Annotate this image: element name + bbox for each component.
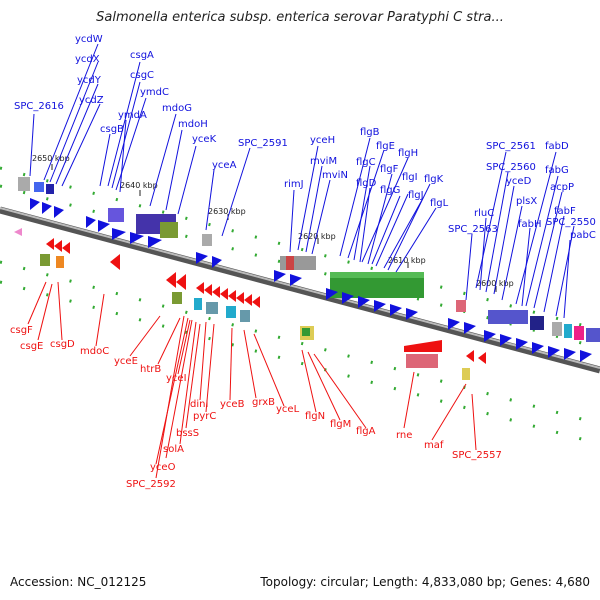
gene-label-rne: rne — [396, 430, 412, 441]
reverse-connectors — [27, 281, 477, 479]
gene-label-ymdA: ymdA — [118, 110, 147, 121]
tick-label-2630: 2630 kbp — [208, 207, 246, 216]
gene-label-flgN: flgN — [305, 411, 325, 422]
forward-features — [18, 177, 600, 362]
gene-label-yceE: yceE — [114, 356, 138, 367]
gene-label-csgE: csgE — [20, 341, 43, 352]
gene-label-flgM: flgM — [330, 419, 351, 430]
gene-label-ycdZ: ycdZ — [79, 95, 104, 106]
gene-label-acpP: acpP — [550, 182, 574, 193]
gene-label-mdoC: mdoC — [80, 346, 109, 357]
gene-label-yceK: yceK — [192, 134, 217, 145]
gene-label-pyrC: pyrC — [193, 411, 216, 422]
gene-label-flgI: flgI — [402, 172, 418, 183]
gene-label-flgJ: flgJ — [408, 190, 424, 201]
gene-label-ycdY: ycdY — [77, 75, 102, 86]
gene-label-plsX: plsX — [516, 196, 537, 207]
gene-label-SPC_2591: SPC_2591 — [238, 138, 288, 149]
gene-label-fabF: fabF — [554, 206, 576, 217]
gene-label-ycdX: ycdX — [75, 54, 100, 65]
gene-label-yceL: yceL — [276, 404, 300, 415]
gene-label-flgH: flgH — [398, 148, 418, 159]
gene-label-SPC_2563: SPC_2563 — [448, 224, 498, 235]
topology-text: Topology: circular; Length: 4,833,080 bp… — [260, 575, 590, 589]
accession-text: Accession: NC_012125 — [10, 575, 147, 589]
gene-label-flgD: flgD — [356, 178, 377, 189]
gene-label-flgG: flgG — [380, 185, 400, 196]
gene-label-yceD: yceD — [506, 176, 532, 187]
gene-label-SPC_2550: SPC_2550 — [546, 217, 596, 228]
reverse-features — [14, 228, 486, 380]
gene-label-htrB: htrB — [140, 364, 161, 375]
kbp-ticks: 2650 kbp 2640 kbp 2630 kbp 2620 kbp 2610… — [32, 154, 514, 292]
gene-label-SPC_2560: SPC_2560 — [486, 162, 536, 173]
forward-connectors — [29, 43, 575, 319]
gene-label-solA: solA — [163, 444, 184, 455]
map-title: Salmonella enterica subsp. enterica sero… — [96, 10, 504, 25]
tick-label-2640: 2640 kbp — [120, 181, 158, 190]
gene-label-mdoH: mdoH — [178, 119, 208, 130]
gene-label-ymdC: ymdC — [140, 87, 169, 98]
tick-label-2600: 2600 kbp — [476, 279, 514, 288]
gene-label-fabG: fabG — [545, 165, 569, 176]
reverse-labels: csgF csgE csgD mdoC yceE htrB yceI dinI … — [10, 325, 502, 490]
tick-label-2620: 2620 kbp — [298, 232, 336, 241]
gene-label-SPC_2561: SPC_2561 — [486, 141, 536, 152]
gene-label-mviN: mviN — [322, 170, 348, 181]
gene-label-csgB: csgB — [100, 124, 124, 135]
gene-label-yceI: yceI — [166, 373, 187, 384]
gene-label-rimJ: rimJ — [284, 179, 304, 190]
gene-label-flgA: flgA — [356, 426, 376, 437]
gene-label-fabH: fabH — [518, 219, 542, 230]
gene-label-csgC: csgC — [130, 70, 154, 81]
gene-label-mdoG: mdoG — [162, 103, 192, 114]
gene-label-csgA: csgA — [130, 50, 154, 61]
gene-label-grxB: grxB — [252, 397, 275, 408]
gene-label-SPC_2557: SPC_2557 — [452, 450, 502, 461]
gene-label-mviM: mviM — [310, 156, 337, 167]
gene-label-flgB: flgB — [360, 127, 380, 138]
gene-label-fabD: fabD — [545, 141, 569, 152]
gene-label-flgK: flgK — [424, 174, 444, 185]
gene-label-csgD: csgD — [50, 339, 75, 350]
gene-label-maf: maf — [424, 440, 444, 451]
gene-label-yceO: yceO — [150, 462, 176, 473]
gene-label-flgC: flgC — [356, 157, 376, 168]
gene-label-yceA: yceA — [212, 160, 237, 171]
gene-label-bssS: bssS — [176, 428, 199, 439]
gene-label-ycdW: ycdW — [75, 34, 103, 45]
gene-label-flgE: flgE — [376, 141, 395, 152]
gene-label-csgF: csgF — [10, 325, 33, 336]
gene-label-rluC: rluC — [474, 208, 494, 219]
gene-label-SPC_2616: SPC_2616 — [14, 101, 64, 112]
gene-label-yceB: yceB — [220, 399, 245, 410]
gene-label-flgL: flgL — [430, 198, 449, 209]
gene-label-pabC: pabC — [570, 230, 596, 241]
tick-label-2650: 2650 kbp — [32, 154, 70, 163]
gene-label-SPC_2592: SPC_2592 — [126, 479, 176, 490]
gene-label-flgF: flgF — [380, 164, 399, 175]
gene-label-yceH: yceH — [310, 135, 335, 146]
tick-label-2610: 2610 kbp — [388, 256, 426, 265]
gene-label-dinI: dinI — [190, 399, 208, 410]
forward-labels: ycdW ycdX ycdY ycdZ SPC_2616 csgA csgC y… — [14, 34, 596, 241]
